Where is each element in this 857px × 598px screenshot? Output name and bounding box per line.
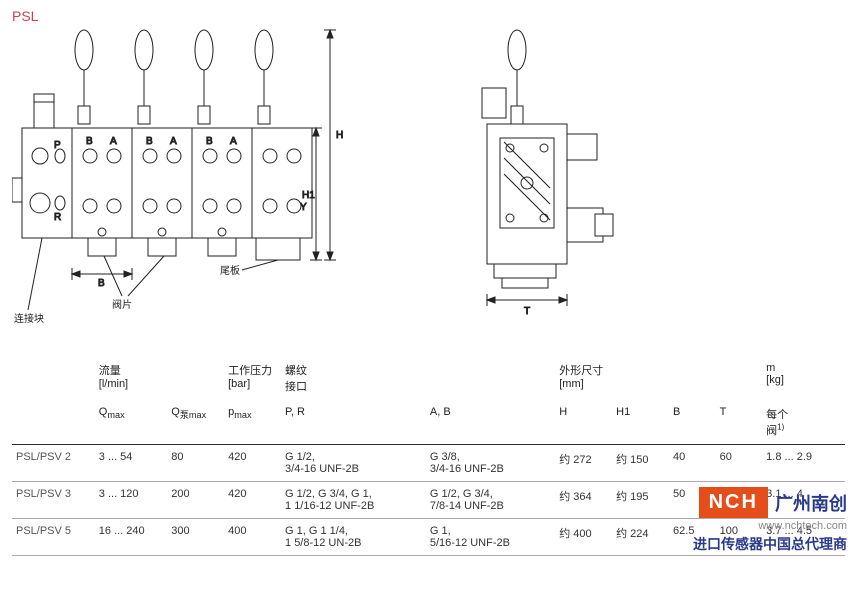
cell-b: 40 <box>669 445 716 482</box>
dim-h1: H1 <box>302 190 315 201</box>
cell-pmax: 400 <box>224 519 281 556</box>
cell-t: 60 <box>716 445 763 482</box>
watermark-company: 广州南创 <box>775 490 847 516</box>
hdr-mass: m[kg] <box>762 356 845 400</box>
cell-ab: G 1,5/16-12 UNF-2B <box>426 519 555 556</box>
sub-qpump: Q泵max <box>167 400 224 445</box>
valve-slices: B A B A B A <box>72 128 252 238</box>
sub-ab: A, B <box>426 400 555 445</box>
cell-model: PSL/PSV 2 <box>12 445 95 482</box>
cell-h: 约 272 <box>555 445 612 482</box>
cell-h1: 约 150 <box>612 445 669 482</box>
cell-model: PSL/PSV 5 <box>12 519 95 556</box>
watermark-logo: NCH <box>699 487 768 518</box>
cell-ab: G 1/2, G 3/4,7/8-14 UNF-2B <box>426 482 555 519</box>
watermark: NCH 广州南创 www.nchtech.com 进口传感器中国总代理商 <box>693 487 847 554</box>
cell-h: 约 364 <box>555 482 612 519</box>
sub-h1: H1 <box>612 400 669 445</box>
cell-ab: G 3/8,3/4-16 UNF-2B <box>426 445 555 482</box>
cell-qpump: 200 <box>167 482 224 519</box>
cell-pmax: 420 <box>224 482 281 519</box>
technical-drawings: P R B A B A B <box>12 28 845 338</box>
cell-pr: G 1/2,3/4-16 UNF-2B <box>281 445 426 482</box>
cell-qmax: 3 ... 54 <box>95 445 167 482</box>
sub-pr: P, R <box>281 400 426 445</box>
hdr-dims: 外形尺寸[mm] <box>555 356 762 400</box>
dim-h: H <box>336 130 343 141</box>
svg-text:A: A <box>230 136 237 147</box>
svg-text:A: A <box>110 136 117 147</box>
dim-b: B <box>98 278 105 289</box>
front-view-drawing: P R B A B A B <box>12 28 432 338</box>
svg-text:B: B <box>146 136 153 147</box>
callout-end-plate: 尾板 <box>220 264 240 277</box>
cell-qpump: 80 <box>167 445 224 482</box>
sub-qmax: Qmax <box>95 400 167 445</box>
port-y-label: Y <box>300 202 307 213</box>
cell-qmax: 3 ... 120 <box>95 482 167 519</box>
svg-text:A: A <box>170 136 177 147</box>
port-p-label: P <box>54 140 61 151</box>
hdr-flow: 流量[l/min] <box>95 356 224 400</box>
table-header-group-row: 流量[l/min] 工作压力[bar] 螺纹接口 外形尺寸[mm] m[kg] <box>12 356 845 400</box>
cell-pr: G 1, G 1 1/4,1 5/8-12 UN-2B <box>281 519 426 556</box>
hdr-thread: 螺纹接口 <box>281 356 555 400</box>
hdr-pressure: 工作压力[bar] <box>224 356 281 400</box>
watermark-url: www.nchtech.com <box>693 520 847 532</box>
cell-qpump: 300 <box>167 519 224 556</box>
callout-valve-slice: 阀片 <box>112 298 132 311</box>
cell-model: PSL/PSV 3 <box>12 482 95 519</box>
cell-h1: 约 224 <box>612 519 669 556</box>
cell-h1: 约 195 <box>612 482 669 519</box>
sub-pmax: pmax <box>224 400 281 445</box>
lever-handles <box>75 30 273 124</box>
sub-kg: 每个阀1) <box>762 400 845 445</box>
side-view-drawing: T <box>462 28 632 328</box>
cell-h: 约 400 <box>555 519 612 556</box>
cell-kg: 1.8 ... 2.9 <box>762 445 845 482</box>
table-row: PSL/PSV 2 3 ... 54 80 420 G 1/2,3/4-16 U… <box>12 445 845 482</box>
cell-pmax: 420 <box>224 445 281 482</box>
svg-text:B: B <box>206 136 213 147</box>
cell-pr: G 1/2, G 3/4, G 1,1 1/16-12 UNF-2B <box>281 482 426 519</box>
table-header-sub-row: Qmax Q泵max pmax P, R A, B H H1 B T 每个阀1) <box>12 400 845 445</box>
dim-t: T <box>524 306 530 317</box>
series-title: PSL <box>12 8 845 24</box>
port-r-label: R <box>54 212 61 223</box>
svg-text:B: B <box>86 136 93 147</box>
sub-h: H <box>555 400 612 445</box>
callout-connection-block: 连接块 <box>14 312 44 325</box>
watermark-tagline: 进口传感器中国总代理商 <box>693 534 847 554</box>
sub-b: B <box>669 400 716 445</box>
cell-qmax: 16 ... 240 <box>95 519 167 556</box>
sub-t: T <box>716 400 763 445</box>
